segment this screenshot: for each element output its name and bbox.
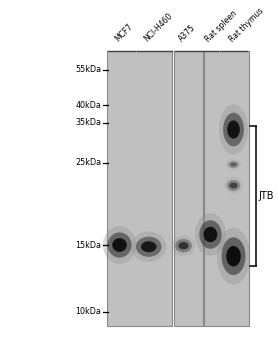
Ellipse shape	[195, 213, 226, 256]
Ellipse shape	[131, 232, 167, 262]
Text: Rat spleen: Rat spleen	[204, 8, 239, 44]
Ellipse shape	[141, 241, 157, 252]
Ellipse shape	[112, 238, 127, 252]
Ellipse shape	[223, 113, 244, 146]
Ellipse shape	[226, 159, 241, 170]
Ellipse shape	[203, 227, 217, 242]
Ellipse shape	[227, 180, 240, 191]
Text: 35kDa: 35kDa	[75, 118, 101, 127]
Ellipse shape	[230, 162, 237, 167]
Bar	[204, 51, 249, 326]
Text: 55kDa: 55kDa	[75, 65, 101, 75]
Bar	[174, 51, 203, 326]
Bar	[107, 51, 172, 326]
Ellipse shape	[108, 232, 131, 258]
Ellipse shape	[172, 236, 195, 256]
Text: JTB: JTB	[259, 191, 274, 201]
Text: Rat thymus: Rat thymus	[227, 6, 265, 44]
Text: MCF7: MCF7	[113, 22, 135, 44]
Ellipse shape	[217, 228, 250, 285]
Ellipse shape	[178, 242, 188, 249]
Ellipse shape	[227, 120, 240, 139]
Ellipse shape	[103, 226, 136, 264]
Text: 40kDa: 40kDa	[76, 100, 101, 110]
Ellipse shape	[228, 161, 239, 168]
Ellipse shape	[224, 177, 243, 194]
Ellipse shape	[229, 183, 238, 188]
Text: A375: A375	[177, 23, 198, 44]
Ellipse shape	[175, 239, 192, 252]
Ellipse shape	[226, 246, 241, 266]
Ellipse shape	[219, 104, 248, 155]
Text: 15kDa: 15kDa	[75, 240, 101, 250]
Text: 25kDa: 25kDa	[75, 158, 101, 167]
Text: NCI-H460: NCI-H460	[142, 12, 175, 44]
Ellipse shape	[222, 237, 245, 275]
Ellipse shape	[199, 220, 222, 249]
Text: 10kDa: 10kDa	[76, 307, 101, 316]
Ellipse shape	[136, 237, 162, 257]
